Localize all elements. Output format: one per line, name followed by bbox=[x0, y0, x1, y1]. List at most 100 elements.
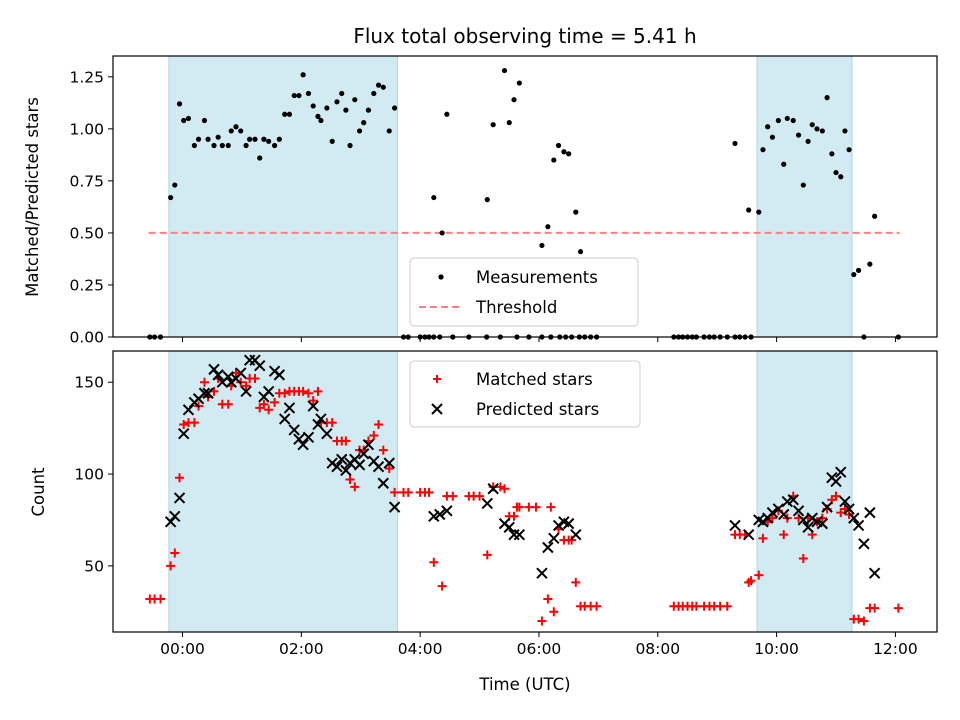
measurements-point bbox=[238, 128, 244, 134]
measurements-point bbox=[329, 138, 335, 144]
bottom-x-ticks: 00:00 02:00 04:00 06:00 08:00 10:00 12:00 bbox=[160, 632, 918, 658]
matched-stars-point bbox=[170, 548, 180, 558]
top-y-tick-label: 0.75 bbox=[69, 172, 104, 190]
measurements-point bbox=[291, 92, 297, 99]
measurements-point bbox=[205, 136, 211, 142]
matched-stars-point bbox=[767, 513, 777, 523]
measurements-point bbox=[769, 134, 776, 140]
predicted-stars-point bbox=[848, 512, 860, 524]
bottom-x-tick-label: 10:00 bbox=[754, 640, 799, 658]
predicted-stars-point bbox=[353, 459, 366, 471]
predicted-stars-point bbox=[173, 492, 186, 504]
predicted-stars-point bbox=[434, 508, 446, 521]
predicted-stars-point bbox=[169, 510, 181, 523]
matched-stars-point bbox=[500, 484, 510, 494]
predicted-stars-point bbox=[177, 427, 190, 440]
predicted-stars-point bbox=[283, 402, 296, 414]
measurements-point bbox=[228, 128, 234, 134]
measurements-point bbox=[361, 120, 367, 126]
matched-stars-point bbox=[156, 594, 166, 604]
matched-stars-point bbox=[374, 419, 384, 429]
predicted-stars-point bbox=[542, 541, 554, 554]
matched-stars-point bbox=[241, 381, 251, 391]
measurements-point bbox=[310, 103, 316, 109]
measurements-point bbox=[431, 194, 437, 201]
measurements-point bbox=[195, 136, 202, 142]
measurements-point bbox=[781, 161, 787, 167]
predicted-stars-point bbox=[254, 359, 266, 372]
predicted-stars-point bbox=[212, 369, 224, 381]
predicted-stars-point bbox=[830, 475, 842, 488]
measurements-point bbox=[257, 155, 263, 161]
legend-threshold-label: Threshold bbox=[475, 298, 557, 317]
measurements-point bbox=[324, 105, 330, 111]
predicted-stars-point bbox=[552, 519, 565, 532]
predicted-stars-point bbox=[262, 385, 275, 398]
predicted-stars-point bbox=[858, 538, 870, 550]
matched-stars-point bbox=[378, 445, 388, 455]
bottom-y-axis-label: Count bbox=[29, 467, 48, 517]
measurements-point bbox=[356, 128, 363, 134]
top-y-tick-label: 1.00 bbox=[69, 120, 104, 138]
bottom-x-axis-label: Time (UTC) bbox=[478, 675, 570, 694]
measurements-point bbox=[339, 90, 345, 97]
measurements-point bbox=[343, 107, 349, 113]
matched-stars-point bbox=[424, 487, 434, 497]
measurements-point bbox=[746, 207, 752, 213]
top-panel: 0.00 0.25 0.50 0.75 1.00 1.25 Flux total obse… bbox=[23, 24, 938, 347]
predicted-stars-point bbox=[321, 427, 333, 440]
matched-stars-point bbox=[189, 418, 199, 428]
predicted-stars-point bbox=[513, 528, 526, 541]
bottom-x-tick-label: 12:00 bbox=[873, 640, 918, 658]
predicted-stars-point bbox=[852, 519, 865, 532]
matched-stars-point bbox=[509, 511, 519, 521]
matched-stars-point bbox=[859, 616, 869, 626]
measurements-point bbox=[484, 197, 490, 203]
predicted-stars-point bbox=[372, 460, 385, 473]
predicted-stars-point bbox=[388, 501, 401, 513]
matched-stars-point bbox=[571, 577, 581, 587]
matched-stars-point bbox=[475, 491, 485, 501]
measurements-point bbox=[851, 271, 857, 278]
matched-stars-point bbox=[437, 581, 447, 591]
predicted-stars-point bbox=[816, 517, 829, 530]
matched-stars-point bbox=[746, 576, 756, 586]
predicted-stars-point bbox=[802, 521, 814, 534]
bottom-y-tick-label: 150 bbox=[74, 374, 104, 392]
measurements-point bbox=[243, 142, 249, 149]
measurements-point bbox=[252, 136, 258, 142]
top-y-axis-label: Matched/Predicted stars bbox=[23, 97, 42, 297]
predicted-stars-point bbox=[839, 495, 851, 508]
matched-stars-point bbox=[495, 482, 505, 492]
measurements-point bbox=[539, 242, 545, 249]
matched-stars-point bbox=[482, 550, 492, 560]
matched-stars-point bbox=[341, 436, 351, 446]
bottom-y-tick-label: 100 bbox=[74, 466, 104, 484]
measurements-point bbox=[365, 107, 372, 113]
measurements-point bbox=[444, 111, 450, 117]
top-y-ticks: 0.00 0.25 0.50 0.75 1.00 1.25 bbox=[69, 68, 113, 347]
measurements-point bbox=[551, 157, 557, 163]
predicted-stars-point bbox=[821, 501, 833, 513]
matched-stars-point bbox=[313, 386, 323, 396]
matched-stars-point bbox=[280, 388, 290, 398]
measurements-point bbox=[846, 147, 852, 153]
measurements-point bbox=[168, 194, 174, 201]
predicted-stars-point bbox=[868, 567, 881, 579]
measurements-point bbox=[371, 90, 377, 97]
predicted-stars-point bbox=[198, 387, 211, 399]
matched-stars-point bbox=[298, 386, 308, 396]
measurements-point bbox=[555, 142, 562, 149]
measurements-point bbox=[814, 126, 820, 132]
measurements-point bbox=[347, 142, 353, 149]
measurements-point bbox=[516, 80, 522, 86]
top-legend: Measurements Threshold bbox=[409, 257, 639, 327]
measurements-point bbox=[867, 261, 873, 267]
measurements-point bbox=[201, 117, 208, 124]
predicted-stars-point bbox=[340, 464, 352, 477]
measurements-point bbox=[211, 142, 217, 149]
matched-stars-point bbox=[546, 502, 556, 512]
top-shaded-regions bbox=[168, 55, 853, 338]
measurements-point bbox=[318, 117, 324, 124]
matched-stars-point bbox=[303, 388, 313, 398]
